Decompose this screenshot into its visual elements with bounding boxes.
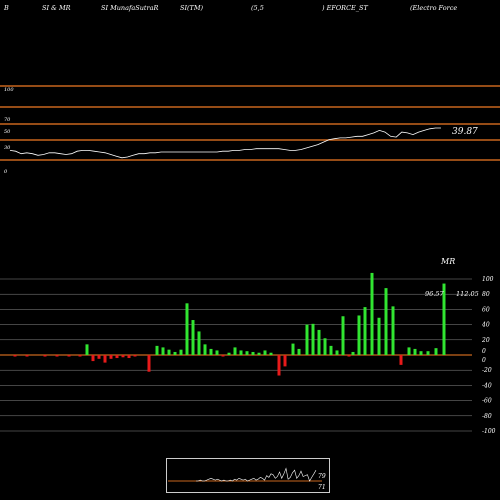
mr-bar-28 [227, 352, 231, 355]
mr-bar-2 [43, 355, 47, 357]
header-title-3: SI(TM) [180, 4, 204, 12]
mr-tick-label-2: 60 [482, 306, 490, 313]
mr-bar-14 [133, 355, 137, 357]
mr-bar-3 [55, 355, 59, 357]
rsi-last-value-label: 39.87 [452, 127, 478, 137]
header-symbol: ) EFORCE_ST [322, 4, 368, 12]
rsi-tick-label-50: 50 [4, 129, 11, 135]
mr-tick-label-5: 0 [482, 348, 486, 355]
mr-bar-30 [239, 350, 243, 355]
mini-series-line [196, 467, 317, 482]
mini-label-79: 79 [318, 473, 326, 480]
mr-bar-13 [127, 355, 131, 359]
mini-chart: 79 71 [166, 458, 330, 493]
mr-tick-label-3: 40 [481, 322, 490, 329]
rsi-tick-label-0: 0 [4, 169, 8, 175]
mr-bar-22 [191, 320, 195, 355]
header-params: (5,5 [251, 4, 264, 12]
mr-bar-45 [335, 350, 339, 355]
mr-bar-43 [323, 338, 327, 355]
mr-tick-label-6: 0 [482, 357, 486, 364]
mr-bar-48 [351, 351, 355, 355]
mr-bar-24 [203, 344, 207, 355]
mr-bar-57 [413, 348, 417, 355]
mr-bar-39 [297, 348, 301, 355]
mr-bar-46 [341, 316, 345, 355]
rsi-tick-label-70: 70 [4, 117, 11, 123]
mr-bar-40 [305, 324, 309, 355]
mr-bar-35 [269, 352, 273, 355]
rsi-series-line [9, 127, 441, 159]
mr-bar-0 [13, 355, 17, 357]
mr-value-label-b: 112.05 [456, 290, 479, 298]
mr-bar-11 [115, 355, 119, 359]
mr-bar-51 [370, 272, 374, 355]
mr-value-label-a: 96.57 [425, 290, 444, 298]
mr-tick-label-0: 100 [482, 276, 494, 283]
mr-bar-59 [426, 351, 430, 355]
mr-bar-61 [442, 283, 446, 355]
mr-tick-label-1: 80 [482, 291, 490, 298]
mr-bar-17 [161, 347, 165, 355]
mr-bar-54 [391, 306, 395, 355]
mr-bar-4 [67, 355, 71, 357]
rsi-chart: 100 70 50 30 0 39.87 [0, 85, 500, 175]
mr-bar-9 [103, 355, 107, 363]
mr-bar-56 [407, 347, 411, 355]
mr-bar-52 [377, 317, 381, 355]
mr-tick-label-7: -20 [482, 367, 492, 374]
rsi-tick-label-30: 30 [4, 145, 11, 151]
mini-label-71: 71 [318, 484, 326, 491]
mr-bar-50 [363, 307, 367, 355]
mr-bar-8 [97, 355, 101, 359]
mr-bar-36 [277, 355, 281, 376]
mr-bar-26 [215, 350, 219, 355]
mr-tick-label-9: -60 [482, 398, 492, 405]
mr-bar-19 [173, 351, 177, 355]
mr-tick-label-8: -40 [482, 382, 492, 389]
mr-bar-25 [209, 348, 213, 355]
mr-tick-label-4: 20 [481, 337, 490, 344]
mr-bar-33 [257, 352, 261, 355]
mr-bar-38 [291, 343, 295, 355]
header-title-1: SI & MR [42, 4, 71, 12]
mr-bar-29 [233, 347, 237, 355]
mr-bar-37 [283, 355, 287, 367]
mr-bar-10 [109, 355, 113, 359]
mr-bar-49 [357, 315, 361, 355]
mr-bar-41 [311, 323, 315, 355]
mini-chart-frame [166, 458, 330, 493]
mr-bar-53 [384, 288, 388, 355]
mr-tick-label-11: -100 [482, 428, 496, 435]
header-ticker-prefix: B [4, 4, 9, 12]
mr-bar-7 [91, 355, 95, 362]
mr-bar-55 [399, 355, 403, 365]
mr-bar-44 [329, 345, 333, 355]
mr-bar-5 [78, 355, 82, 357]
mr-panel-title: MR [440, 257, 455, 266]
mr-bar-31 [245, 351, 249, 355]
mr-chart: MR 100 80 60 40 20 0 0 -20 -40 -60 -80 -100 96.57 1… [0, 257, 496, 435]
mr-bar-60 [434, 348, 438, 355]
mr-bar-58 [419, 351, 423, 355]
mr-bar-1 [25, 355, 29, 357]
mr-bar-12 [121, 355, 125, 358]
mr-bar-32 [251, 351, 255, 355]
mr-bar-23 [197, 331, 201, 355]
mr-bar-27 [221, 355, 225, 357]
mr-bar-16 [155, 345, 159, 355]
mr-bar-42 [317, 329, 321, 355]
mr-bar-21 [185, 303, 189, 355]
rsi-tick-label-100: 100 [4, 87, 14, 93]
mr-bar-47 [347, 355, 351, 357]
mr-bar-20 [179, 349, 183, 355]
header-title-2: SI MunafaSutraR [101, 4, 159, 12]
header-company: (Electro Force [410, 4, 458, 12]
mr-bar-18 [167, 349, 171, 355]
mr-bar-34 [263, 350, 267, 355]
mr-tick-label-10: -80 [482, 413, 492, 420]
mr-bar-6 [85, 344, 89, 355]
mr-bar-15 [147, 355, 151, 372]
